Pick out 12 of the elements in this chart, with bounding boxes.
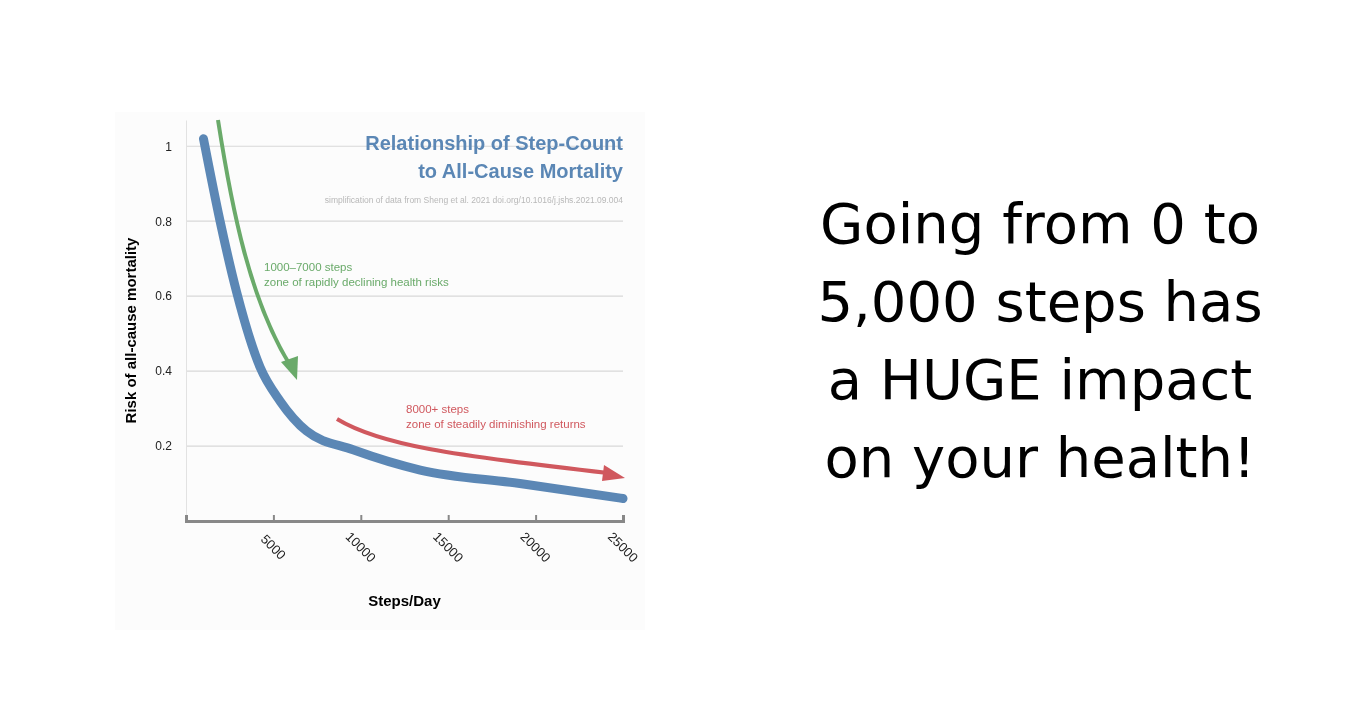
y-tick-label: 0.2 xyxy=(155,439,173,454)
text: Relationship of Step-Count to All-Cause Mortality xyxy=(365,132,624,182)
y-tick-label: 0.4 xyxy=(155,364,173,379)
annotation: simplification of data from Sheng et al. 2021 doi.org/10.1016/j.jshs.2021.09.004 xyxy=(324,195,624,205)
y-tick-label: 0.6 xyxy=(155,289,173,304)
x-axis-title: Steps/Day xyxy=(368,592,442,609)
annotation: 8000+ steps zone of steadily diminishing returns xyxy=(406,403,586,430)
annotation: 1000–7000 steps zone of rapidly declining health risks xyxy=(264,261,449,288)
text: Going from 0 to 5,000 steps has a HUGE impact on your health! xyxy=(816,190,1264,492)
y-tick-label: 0.8 xyxy=(155,214,173,229)
y-tick-label: 1 xyxy=(165,139,173,154)
y-axis-title: Risk of all-cause mortality xyxy=(122,236,139,424)
